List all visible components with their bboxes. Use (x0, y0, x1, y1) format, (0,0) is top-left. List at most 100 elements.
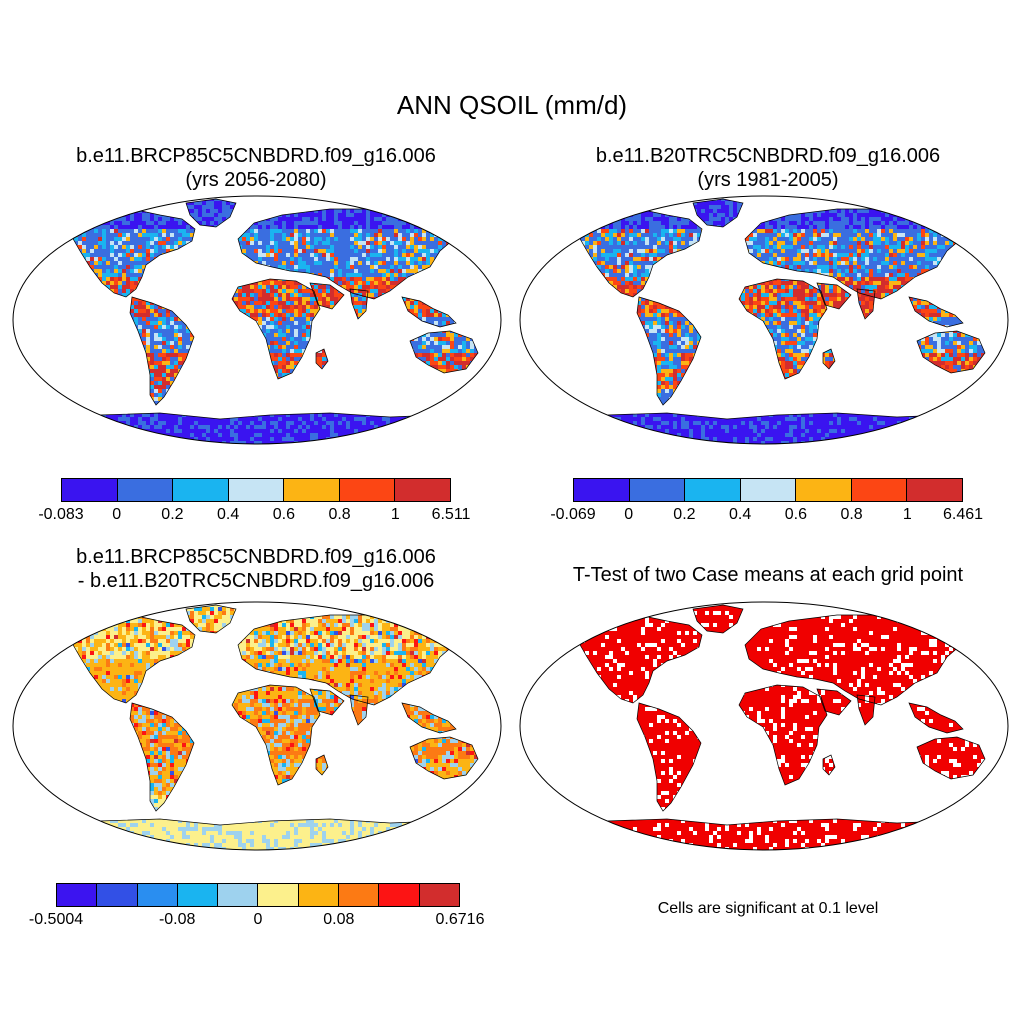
colorbar-box (796, 479, 852, 501)
coastline-eurasia (237, 208, 465, 300)
map-ttest (519, 601, 1009, 851)
colorbar-tick-label: 1 (391, 506, 400, 524)
colorbar-box (685, 479, 741, 501)
map-boundary (12, 601, 502, 851)
coastline-australia (916, 736, 986, 780)
coastline-arabia (309, 282, 345, 310)
colorbar-box (740, 479, 797, 501)
colorbar-box (57, 884, 98, 906)
colorbar-tick-label: -0.083 (38, 506, 83, 524)
panel-future-title-case: b.e11.BRCP85C5CNBDRD.f09_g16.006 (0, 144, 512, 168)
coastline-antarctica (18, 412, 501, 444)
colorbar-tick-label: 0 (254, 911, 263, 929)
significance-note: Cells are significant at 0.1 level (512, 900, 1024, 918)
coastline-antarctica (18, 818, 501, 850)
coastline-namerica (578, 614, 703, 704)
panel-historical-title-case: b.e11.B20TRC5CNBDRD.f09_g16.006 (512, 144, 1024, 168)
map-difference (12, 601, 502, 851)
colorbar-box (173, 479, 229, 501)
colorbar-box (574, 479, 630, 501)
colorbar-tick-label: 0.6716 (436, 911, 485, 929)
colorbar-future-labels: -0.083 0 0.2 0.4 0.6 0.8 1 6.511 (0, 506, 512, 528)
coastline-africa (738, 278, 828, 380)
coastline-eurasia (744, 614, 972, 706)
coastline-samerica (636, 296, 702, 406)
coastline-seasia (401, 296, 457, 328)
coastline-antarctica (525, 412, 1008, 444)
coastline-madagascar (822, 348, 836, 370)
coastline-arabia (816, 282, 852, 310)
coastline-greenland (692, 604, 744, 634)
panel-difference-title-case-b: - b.e11.B20TRC5CNBDRD.f09_g16.006 (0, 569, 512, 593)
colorbar-tick-label: 0.4 (729, 506, 751, 524)
panel-historical-title: b.e11.B20TRC5CNBDRD.f09_g16.006 (yrs 198… (512, 144, 1024, 192)
coastline-india (349, 288, 369, 320)
colorbar-tick-label: 6.511 (432, 506, 471, 524)
colorbar-tick-label: 0.4 (217, 506, 239, 524)
colorbar-box (117, 479, 174, 501)
panel-future-title: b.e11.BRCP85C5CNBDRD.f09_g16.006 (yrs 20… (0, 144, 512, 192)
panel-difference-title: b.e11.BRCP85C5CNBDRD.f09_g16.006 - b.e11… (0, 545, 512, 593)
colorbar-future (61, 478, 451, 502)
coastline-arabia (816, 688, 852, 716)
coastline-namerica (71, 614, 196, 704)
coastline-australia (916, 330, 986, 374)
coastline-africa (231, 684, 321, 786)
colorbar-box (419, 884, 459, 906)
coastline-india (856, 694, 876, 726)
colorbar-box (851, 479, 908, 501)
panel-difference-title-case-a: b.e11.BRCP85C5CNBDRD.f09_g16.006 (0, 545, 512, 569)
colorbar-historical-labels: -0.069 0 0.2 0.4 0.6 0.8 1 6.461 (0, 506, 1024, 528)
colorbar-tick-label: 1 (903, 506, 912, 524)
panel-historical-title-years: (yrs 1981-2005) (512, 168, 1024, 192)
coastline-madagascar (315, 348, 329, 370)
colorbar-box (97, 884, 138, 906)
colorbar-tick-label: 0 (112, 506, 121, 524)
figure-title: ANN QSOIL (mm/d) (0, 90, 1024, 121)
colorbar-tick-label: 0.6 (273, 506, 295, 524)
colorbar-tick-label: -0.08 (159, 911, 195, 929)
coastline-india (856, 288, 876, 320)
map-future (12, 195, 502, 445)
coastline-madagascar (315, 754, 329, 776)
colorbar-tick-label: 0.2 (161, 506, 183, 524)
coastline-africa (738, 684, 828, 786)
coastline-antarctica (525, 818, 1008, 850)
colorbar-tick-label: 0.8 (840, 506, 862, 524)
colorbar-difference-labels: -0.5004 -0.08 0 0.08 0.6716 (0, 911, 512, 933)
coastline-africa (231, 278, 321, 380)
colorbar-box (379, 884, 420, 906)
colorbar-tick-label: 0.6 (785, 506, 807, 524)
map-boundary (12, 195, 502, 445)
colorbar-box (62, 479, 118, 501)
colorbar-tick-label: 6.461 (943, 506, 983, 524)
coastline-madagascar (822, 754, 836, 776)
map-boundary (519, 195, 1009, 445)
coastline-seasia (908, 296, 964, 328)
coastline-greenland (185, 604, 237, 634)
colorbar-box (258, 884, 299, 906)
colorbar-tick-label: 0.2 (673, 506, 695, 524)
colorbar-tick-label: -0.5004 (29, 911, 83, 929)
coastline-greenland (185, 198, 237, 228)
colorbar-box (395, 479, 451, 501)
land-field (527, 199, 1007, 444)
land-field (20, 199, 500, 444)
coastline-samerica (129, 702, 195, 812)
colorbar-box (339, 479, 396, 501)
land-field (20, 605, 500, 850)
map-boundary (519, 601, 1009, 851)
colorbar-tick-label: 0.8 (328, 506, 350, 524)
coastline-namerica (578, 208, 703, 298)
colorbar-box (177, 884, 219, 906)
colorbar-tick-label: 0 (624, 506, 633, 524)
colorbar-box (218, 884, 259, 906)
colorbar-box (907, 479, 963, 501)
coastline-eurasia (744, 208, 972, 300)
panel-ttest-title: T-Test of two Case means at each grid po… (512, 563, 1024, 587)
coastline-eurasia (237, 614, 465, 706)
panel-future-title-years: (yrs 2056-2080) (0, 168, 512, 192)
coastline-india (349, 694, 369, 726)
coastline-seasia (908, 702, 964, 734)
colorbar-box (137, 884, 178, 906)
